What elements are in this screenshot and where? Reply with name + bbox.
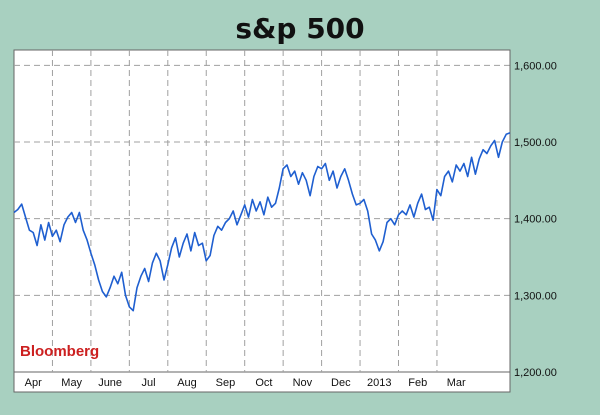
x-tick-label: Aug	[177, 377, 197, 389]
x-tick-label: Oct	[255, 377, 272, 389]
y-tick-label: 1,300.00	[514, 290, 557, 302]
x-tick-label: Mar	[447, 377, 466, 389]
y-tick-label: 1,400.00	[514, 214, 557, 226]
source-label: Bloomberg	[20, 343, 99, 360]
x-tick-label: Nov	[293, 377, 313, 389]
y-tick-label: 1,500.00	[514, 137, 557, 149]
x-tick-label: Feb	[408, 377, 427, 389]
x-tick-label: Sep	[216, 377, 236, 389]
x-tick-label: June	[98, 377, 122, 389]
x-tick-label: May	[61, 377, 82, 389]
grid-lines	[14, 50, 511, 392]
x-tick-label: Apr	[25, 377, 42, 389]
plot-area	[13, 49, 511, 393]
x-tick-label: Jul	[142, 377, 156, 389]
x-axis: Apr May June Jul Aug Sep Oct Nov Dec 2013 Feb Mar	[25, 377, 466, 389]
x-tick-label: 2013	[367, 377, 391, 389]
chart-title: s&p 500	[235, 12, 364, 45]
y-tick-label: 1,600.00	[514, 60, 557, 72]
x-tick-label: Dec	[331, 377, 351, 389]
y-axis: 1,200.00 1,300.00 1,400.00 1,500.00 1,600.00	[514, 60, 557, 379]
series-line-sp500	[13, 132, 511, 312]
y-tick-label: 1,200.00	[514, 367, 557, 379]
